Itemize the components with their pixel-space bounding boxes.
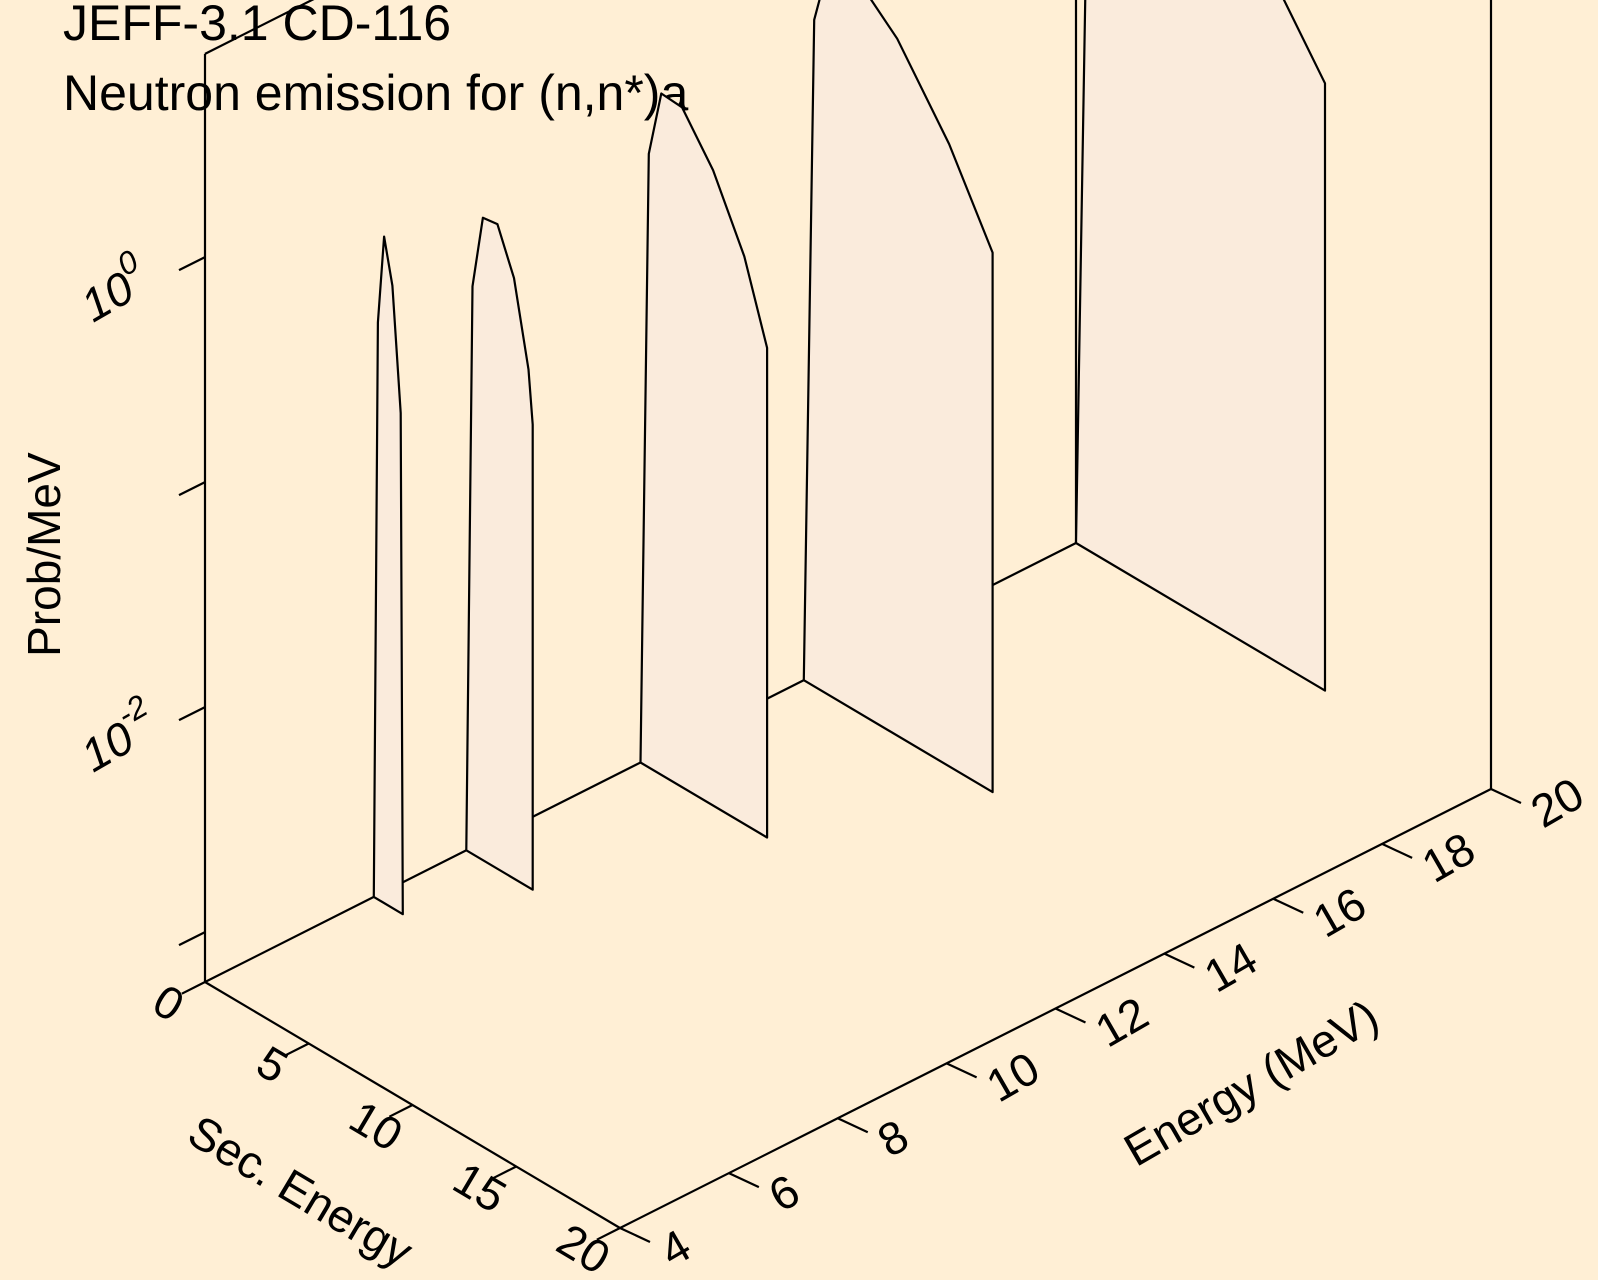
y-tick-label: 16 [1304, 877, 1374, 948]
x-tick-label: 20 [548, 1213, 619, 1280]
z-tick-mark [178, 256, 206, 272]
y-tick-label: 10 [978, 1041, 1048, 1112]
y-tick-label: 8 [869, 1109, 917, 1167]
y-tick-mark [1490, 788, 1522, 804]
spectrum-curve-15 [802, 0, 994, 794]
y-tick-mark [946, 1062, 978, 1079]
x-tick-mark [388, 1104, 413, 1118]
y-tick-mark [837, 1117, 869, 1134]
y-tick-mark [1272, 897, 1304, 914]
spectrum-curve-7.1 [372, 235, 404, 916]
spectrum-curve-20 [1074, 0, 1327, 692]
y-tick-label: 20 [1522, 767, 1592, 838]
x-tick-mark [181, 981, 206, 995]
spectrum-curves [372, 0, 1327, 916]
z-axis-label: Prob/MeV [18, 452, 70, 657]
y-tick-mark [619, 1227, 651, 1243]
z-tick-mark [178, 481, 206, 497]
prob-ticks: 10-2 100 [67, 243, 206, 947]
x-tick-label: 5 [248, 1035, 297, 1093]
z-tick-label: 10-2 [67, 687, 168, 781]
x-tick-mark [285, 1042, 310, 1057]
x-tick-label: 15 [445, 1152, 516, 1223]
y-axis-label: Energy (MeV) [1115, 989, 1387, 1176]
y-tick-mark [1381, 842, 1413, 859]
spectrum-curve-8.8 [465, 216, 534, 891]
z-tick-mark [178, 706, 206, 722]
y-tick-label: 12 [1087, 987, 1157, 1058]
z-tick-label: 100 [67, 243, 158, 332]
energy-ticks: 4 6 8 10 12 14 16 18 20 [619, 767, 1592, 1277]
x-tick-mark [596, 1227, 621, 1241]
y-tick-mark [1055, 1007, 1086, 1024]
y-tick-mark [728, 1172, 760, 1189]
y-tick-label: 4 [651, 1219, 699, 1277]
y-tick-label: 6 [760, 1164, 808, 1222]
y-tick-label: 14 [1195, 932, 1265, 1003]
y-tick-mark [1163, 952, 1195, 969]
spectrum-curve-12 [639, 92, 769, 839]
x-tick-label: 10 [341, 1090, 412, 1161]
chart-title: JEFF-3.1 CD-116 [63, 0, 451, 51]
z-tick-mark [178, 931, 206, 947]
y-tick-label: 18 [1413, 822, 1483, 893]
x-tick-label: 0 [144, 974, 193, 1032]
x-tick-mark [492, 1165, 517, 1180]
chart-subtitle: Neutron emission for (n,n*)a [63, 65, 688, 121]
